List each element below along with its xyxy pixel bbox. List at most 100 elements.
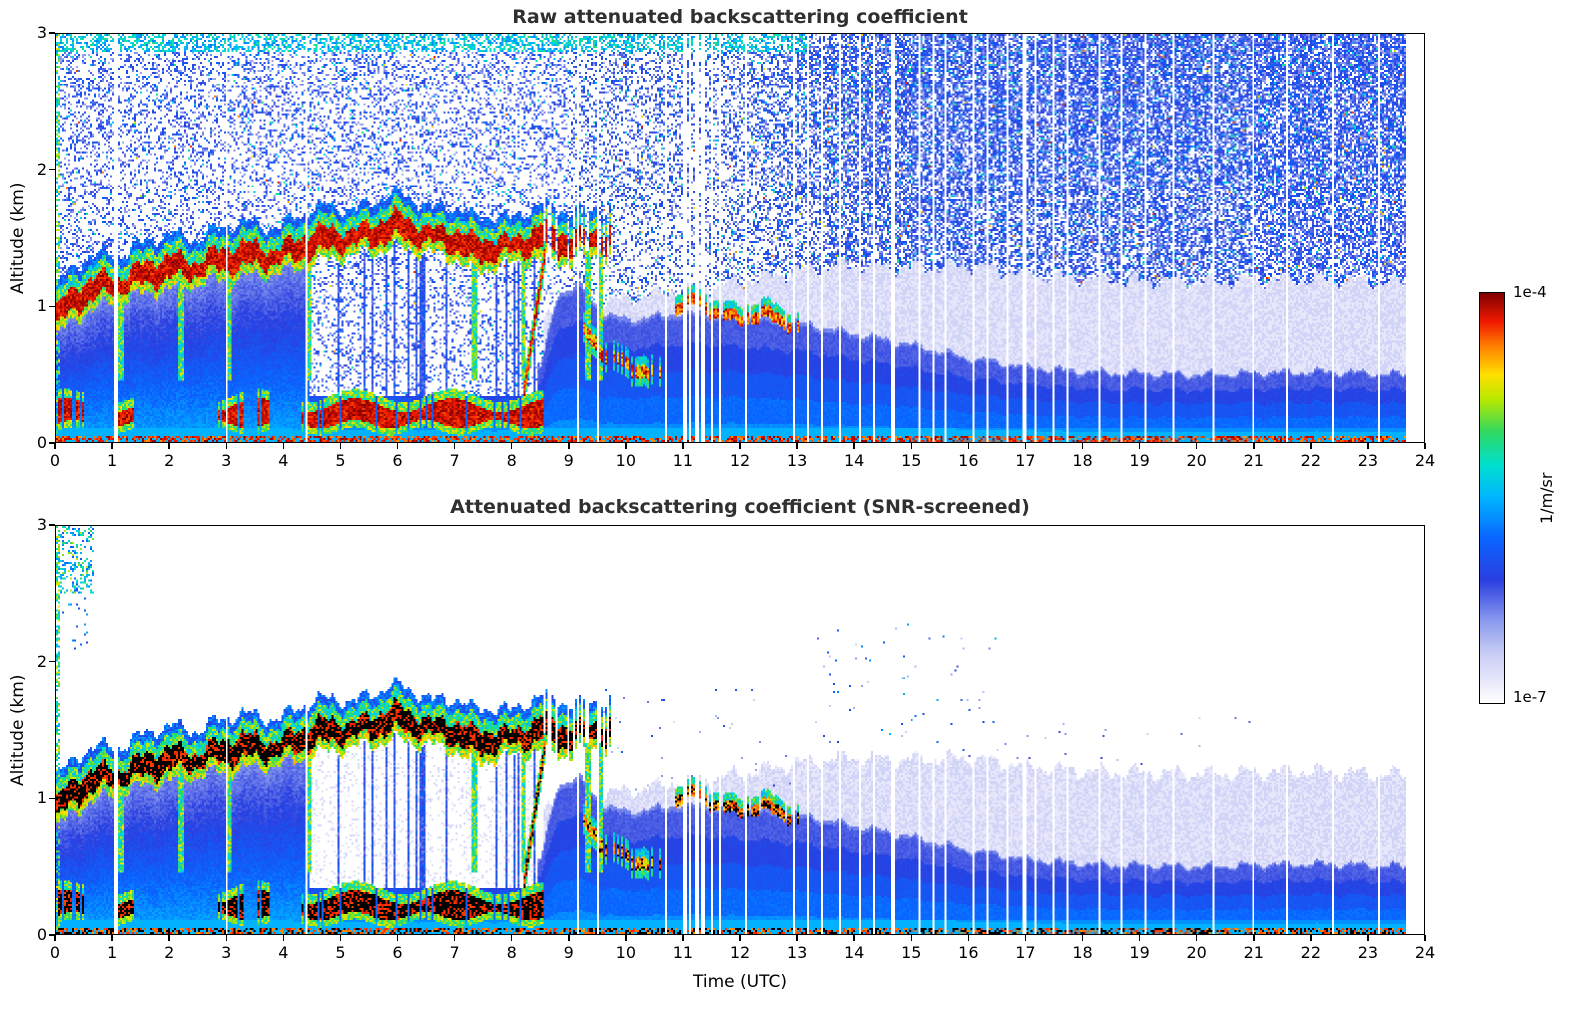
x-tick-label: 7 bbox=[449, 451, 460, 470]
x-tick bbox=[396, 443, 399, 449]
panel-title-screened: Attenuated backscattering coefficient (S… bbox=[450, 496, 1030, 518]
x-tick-label: 2 bbox=[164, 451, 175, 470]
x-tick-label: 18 bbox=[1072, 451, 1093, 470]
x-tick-label: 6 bbox=[392, 451, 403, 470]
x-tick bbox=[54, 443, 56, 449]
x-tick bbox=[910, 443, 912, 449]
x-tick bbox=[796, 935, 798, 941]
colorbar-max-label: 1e-4 bbox=[1513, 283, 1547, 301]
x-tick bbox=[1253, 935, 1255, 941]
x-tick-label: 5 bbox=[335, 451, 346, 470]
y-tick bbox=[49, 660, 55, 663]
x-tick-label: 8 bbox=[506, 943, 517, 962]
x-tick-label: 12 bbox=[729, 451, 751, 470]
x-tick bbox=[54, 935, 56, 941]
x-tick bbox=[282, 443, 285, 449]
x-tick-label: 22 bbox=[1300, 943, 1322, 962]
x-tick-label: 7 bbox=[449, 943, 460, 962]
x-tick-label: 23 bbox=[1357, 943, 1379, 962]
y-tick-label: 0 bbox=[36, 433, 47, 452]
x-tick bbox=[1138, 443, 1141, 449]
x-tick-label: 1 bbox=[106, 943, 118, 962]
x-tick-label: 17 bbox=[1015, 943, 1036, 962]
y-tick bbox=[49, 32, 55, 34]
x-tick-label: 2 bbox=[164, 943, 175, 962]
x-tick bbox=[796, 443, 798, 449]
x-tick bbox=[853, 935, 855, 941]
x-tick bbox=[682, 443, 684, 449]
x-tick-label: 19 bbox=[1129, 451, 1150, 470]
colorbar-min-label: 1e-7 bbox=[1513, 688, 1547, 706]
x-tick-label: 0 bbox=[49, 451, 61, 470]
x-tick bbox=[339, 935, 342, 941]
x-tick-label: 20 bbox=[1186, 943, 1207, 962]
x-tick bbox=[225, 935, 227, 941]
x-tick bbox=[1367, 443, 1369, 449]
x-tick-label: 15 bbox=[901, 943, 922, 962]
x-tick-label: 12 bbox=[729, 943, 751, 962]
heatmap-canvas-screened bbox=[56, 526, 1424, 934]
x-tick bbox=[510, 935, 513, 941]
x-tick-label: 22 bbox=[1300, 451, 1322, 470]
x-tick bbox=[111, 935, 113, 941]
x-tick bbox=[1138, 935, 1141, 941]
x-tick-label: 20 bbox=[1186, 451, 1207, 470]
y-tick-label: 2 bbox=[36, 651, 47, 671]
x-tick-label: 24 bbox=[1414, 943, 1436, 962]
x-tick-label: 9 bbox=[563, 451, 574, 470]
x-tick-label: 9 bbox=[563, 943, 574, 962]
x-tick bbox=[1024, 935, 1027, 941]
heatmap-screened bbox=[55, 525, 1425, 935]
x-tick bbox=[1195, 443, 1198, 449]
y-tick-label: 1 bbox=[36, 296, 47, 316]
heatmap-raw bbox=[55, 33, 1425, 443]
x-tick-label: 4 bbox=[278, 451, 289, 470]
x-tick bbox=[739, 443, 741, 449]
x-tick-label: 14 bbox=[843, 943, 865, 962]
x-tick-label: 23 bbox=[1357, 451, 1379, 470]
y-axis-label-raw: Altitude (km) bbox=[8, 182, 28, 294]
x-tick-label: 0 bbox=[49, 943, 61, 962]
y-axis-label-screened: Altitude (km) bbox=[8, 674, 28, 786]
x-tick bbox=[1024, 443, 1027, 449]
x-tick-label: 24 bbox=[1414, 451, 1436, 470]
colorbar bbox=[1479, 292, 1505, 704]
panel-title-raw: Raw attenuated backscattering coefficien… bbox=[512, 6, 968, 28]
x-tick-label: 5 bbox=[335, 943, 346, 962]
x-tick bbox=[1253, 443, 1255, 449]
x-tick-label: 17 bbox=[1015, 451, 1036, 470]
x-tick bbox=[625, 935, 627, 941]
x-tick bbox=[1424, 443, 1426, 449]
x-tick bbox=[1310, 443, 1312, 449]
y-tick-label: 3 bbox=[36, 515, 47, 534]
x-tick-label: 16 bbox=[958, 451, 979, 470]
x-tick-label: 15 bbox=[901, 451, 922, 470]
x-tick-label: 18 bbox=[1072, 943, 1093, 962]
x-tick bbox=[682, 935, 684, 941]
x-tick bbox=[1367, 935, 1369, 941]
x-tick bbox=[739, 935, 741, 941]
y-tick bbox=[49, 524, 55, 526]
x-tick-label: 19 bbox=[1129, 943, 1150, 962]
x-tick bbox=[1310, 935, 1312, 941]
x-tick bbox=[853, 443, 855, 449]
x-tick-label: 13 bbox=[786, 451, 808, 470]
y-tick-label: 3 bbox=[36, 23, 47, 42]
x-tick bbox=[168, 935, 170, 941]
x-tick-label: 16 bbox=[958, 943, 979, 962]
x-tick bbox=[910, 935, 912, 941]
x-tick-label: 4 bbox=[278, 943, 289, 962]
y-tick bbox=[49, 442, 55, 444]
x-tick bbox=[1195, 935, 1198, 941]
x-tick bbox=[1081, 935, 1084, 941]
x-tick-label: 8 bbox=[506, 451, 517, 470]
x-tick bbox=[453, 935, 456, 941]
x-tick bbox=[168, 443, 170, 449]
x-tick-label: 10 bbox=[615, 943, 637, 962]
x-tick-label: 21 bbox=[1243, 451, 1264, 470]
x-tick bbox=[568, 935, 570, 941]
x-tick-label: 21 bbox=[1243, 943, 1264, 962]
x-tick bbox=[339, 443, 342, 449]
x-tick-label: 11 bbox=[672, 943, 694, 962]
